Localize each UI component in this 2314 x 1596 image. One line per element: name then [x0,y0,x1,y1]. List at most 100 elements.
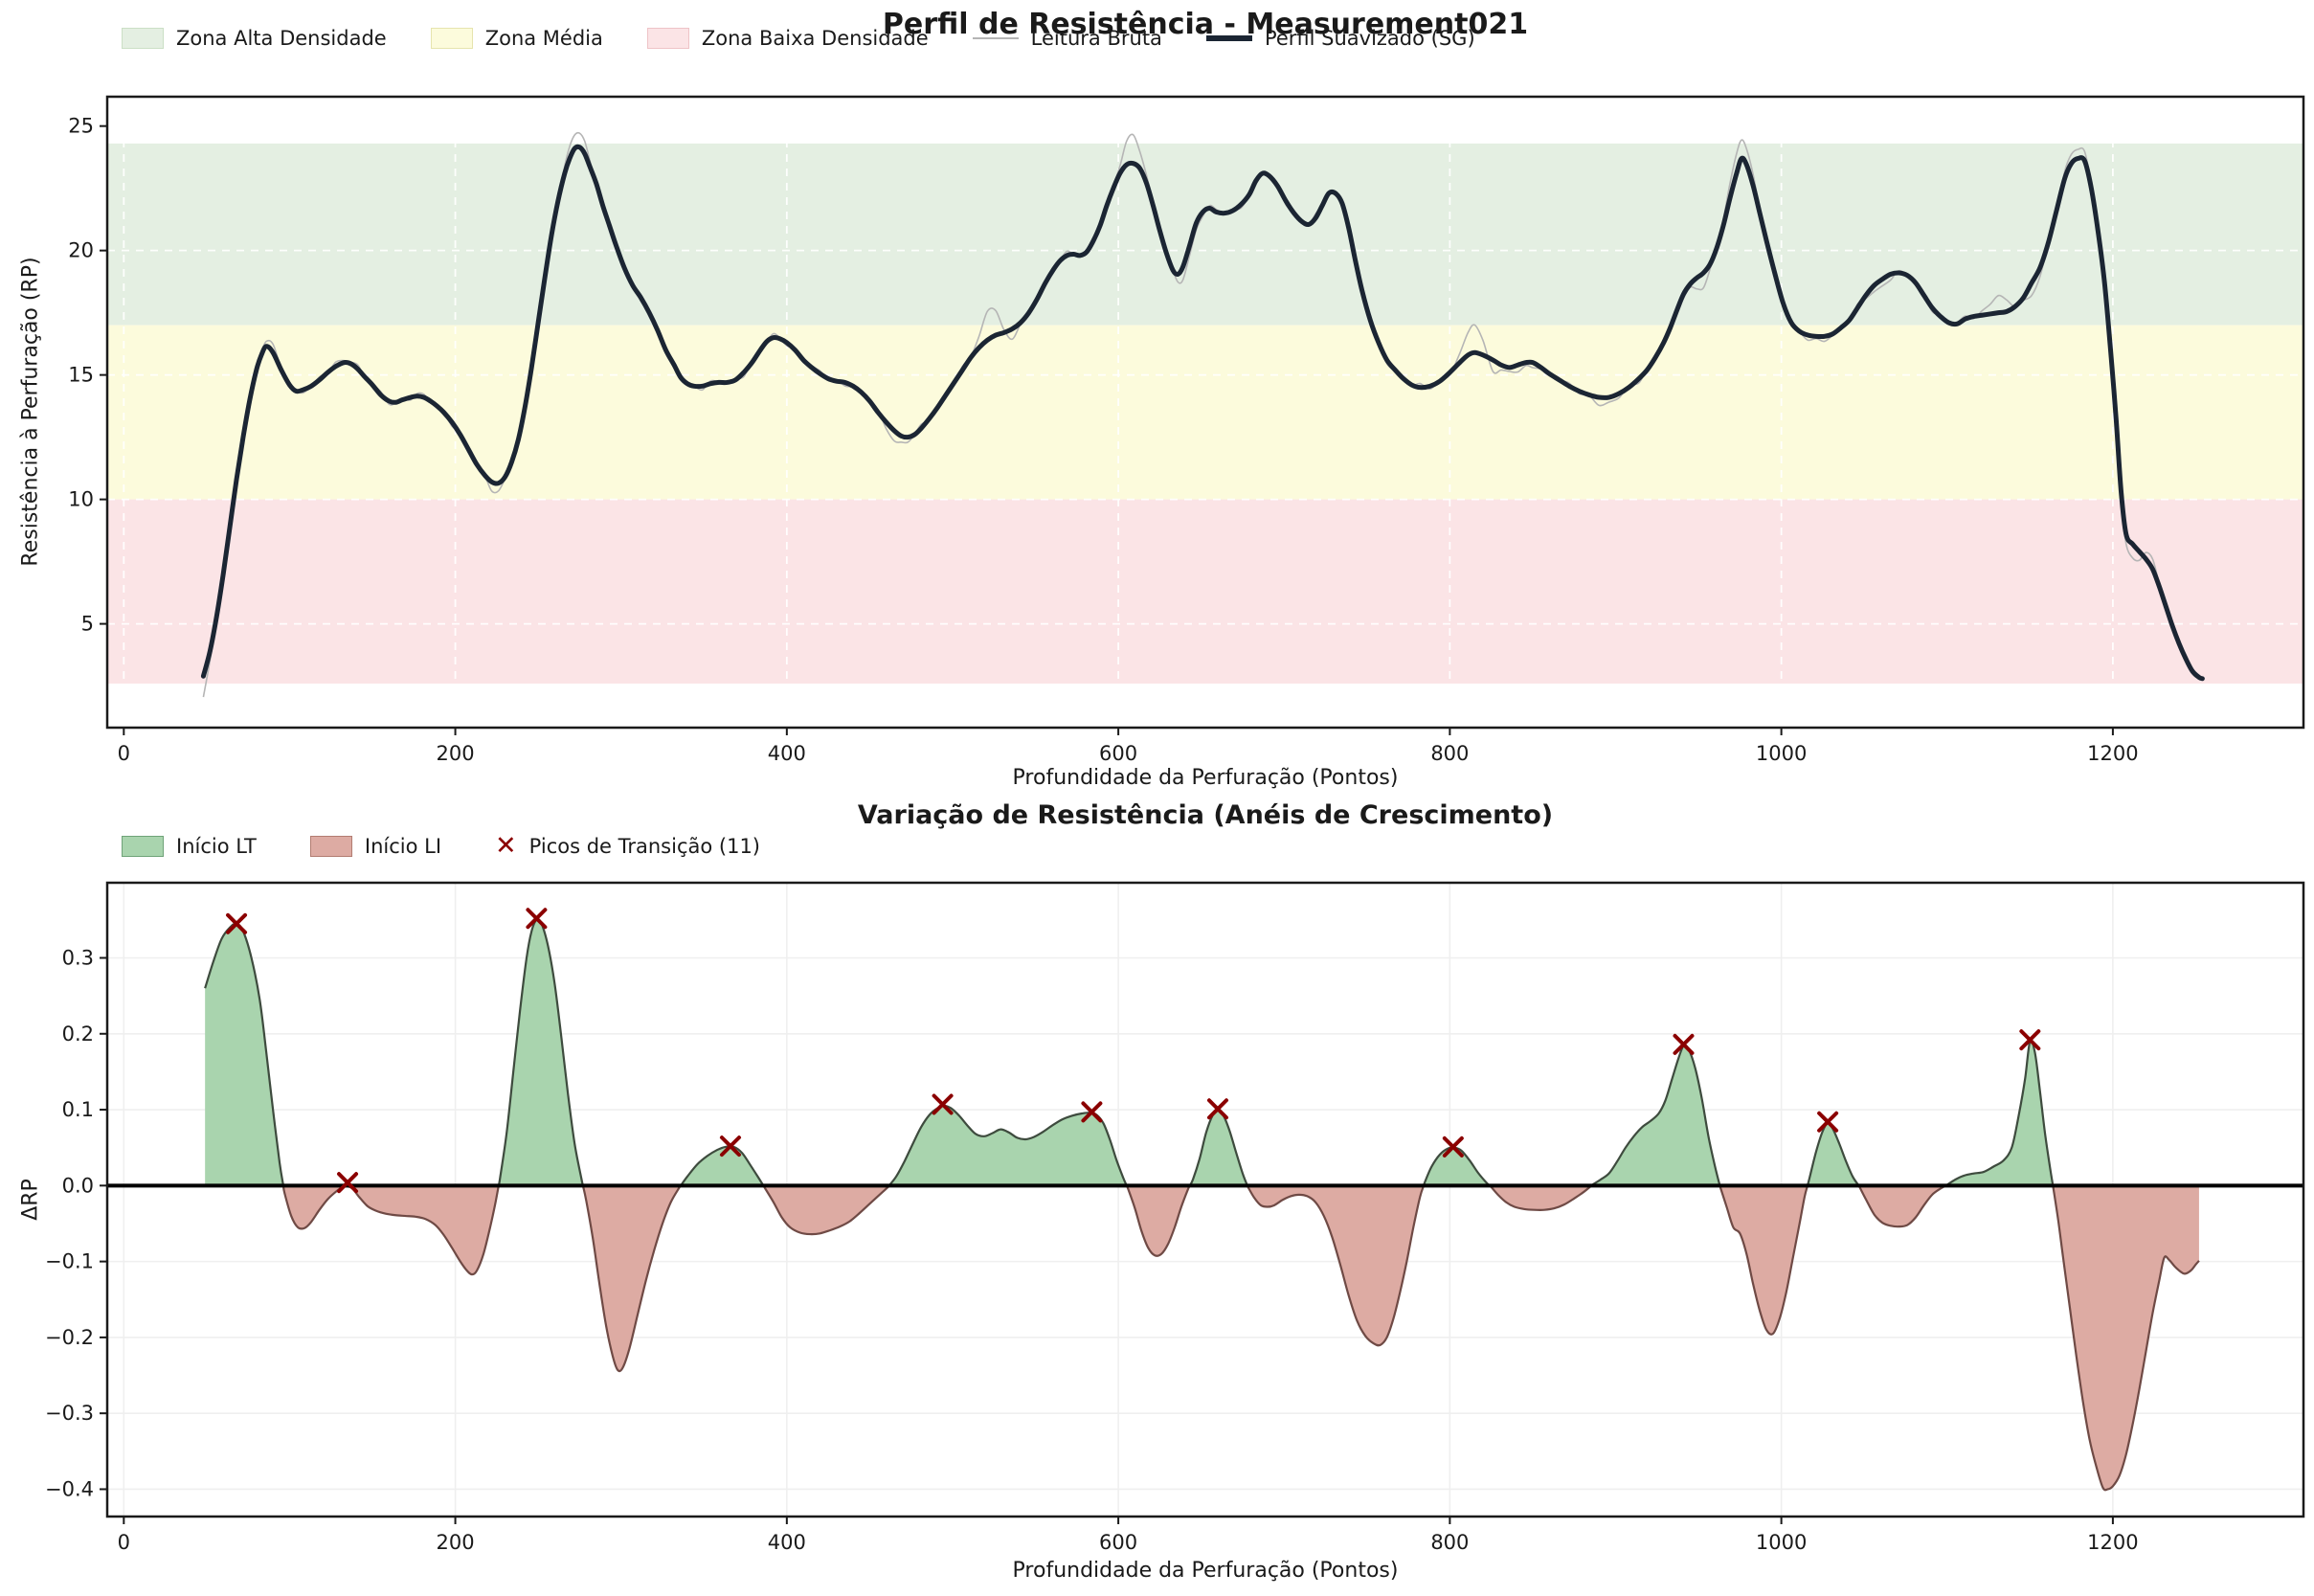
svg-text:15: 15 [68,364,94,387]
smoothed-line-swatch-icon [1205,35,1252,41]
chart1-gridlines [107,97,2303,728]
svg-text:1200: 1200 [2087,1531,2138,1554]
delta-line [1857,1183,1946,1228]
svg-text:−0.2: −0.2 [45,1326,94,1349]
svg-text:−0.3: −0.3 [45,1402,94,1425]
svg-text:800: 800 [1430,1531,1469,1554]
legend-item-zona-alta: Zona Alta Densidade [122,27,387,50]
transition-peak-markers [226,908,2041,1194]
negative-area [763,1185,889,1235]
negative-area [1126,1185,1190,1256]
chart2-title: Variação de Resistência (Anéis de Cresci… [857,800,1554,830]
svg-text:5: 5 [81,613,94,636]
legend-label: Zona Alta Densidade [176,27,387,50]
negative-area [582,1185,682,1372]
x-marker-icon: ✕ [495,831,517,861]
delta-line [281,1184,500,1276]
chart2-area-fills [204,918,2200,1492]
legend-label: Picos de Transição (11) [528,835,761,858]
chart2-legend: Início LT Início LI ✕ Picos de Transição … [122,831,761,861]
chart2-axes: 0 200 400 600 800 1000 1200 0.3 0.2 0.1 0.0 −0.1 −0.… [45,881,2305,1554]
positive-area [205,923,283,1186]
raw-line-swatch-icon [972,37,1019,39]
svg-text:0: 0 [118,1531,130,1554]
svg-text:0.0: 0.0 [62,1174,94,1197]
delta-line [1718,1183,1809,1336]
legend-item-leitura-bruta: Leitura Bruta [972,27,1162,50]
legend-label: Zona Baixa Densidade [701,27,929,50]
smoothed-profile-line [200,144,2205,682]
delta-line [2052,1182,2200,1492]
chart2-xlabel: Profundidade da Perfuração (Pontos) [1012,1559,1399,1583]
svg-text:600: 600 [1099,1531,1137,1554]
svg-text:200: 200 [437,1531,475,1554]
legend-label: Início LT [176,835,257,858]
zona-alta-swatch-icon [122,28,164,49]
legend-item-inicio-lt: Início LT [122,835,257,858]
negative-area [282,1185,499,1275]
svg-text:200: 200 [437,742,475,765]
chart1-axes: 0 200 400 600 800 1000 1200 5 10 15 20 25 [68,95,2305,765]
svg-text:−0.4: −0.4 [45,1477,94,1500]
delta-line [1125,1184,1191,1257]
positive-area [1189,1110,1247,1186]
chart1-zone-bands [107,143,2303,684]
legend-label: Leitura Bruta [1030,27,1162,50]
delta-line [581,1184,682,1373]
delta-line [204,922,285,1186]
legend-label: Início LI [364,835,442,858]
svg-text:1000: 1000 [1756,1531,1807,1554]
chart1-legend: Zona Alta Densidade Zona Média Zona Baix… [122,27,1475,50]
chart1-ticks: 0 200 400 600 800 1000 1200 5 10 15 20 25 [68,115,2138,765]
svg-text:400: 400 [768,1531,806,1554]
delta-line [1944,1039,2055,1187]
legend-item-perfil-suavizado: Perfil Suavizado (SG) [1205,27,1475,50]
negative-area [1247,1184,1425,1346]
legend-item-zona-media: Zona Média [430,27,603,50]
zone-band [107,499,2303,684]
x-marker-icon [337,1172,359,1194]
svg-text:10: 10 [68,488,94,511]
svg-text:1000: 1000 [1756,742,1807,765]
svg-text:20: 20 [68,239,94,262]
chart2-ticks: 0 200 400 600 800 1000 1200 0.3 0.2 0.1 0.0 −0.1 −0.… [45,946,2139,1554]
legend-item-inicio-li: Início LI [309,835,442,858]
delta-line [1590,1044,1721,1187]
x-marker-icon [1081,1101,1103,1123]
positive-area [681,1146,764,1186]
svg-text:25: 25 [68,115,94,138]
chart2-frame [105,881,2305,1518]
legend-label: Zona Média [484,27,603,50]
negative-area [1719,1184,1808,1335]
svg-text:800: 800 [1430,742,1469,765]
legend-label: Perfil Suavizado (SG) [1264,27,1475,50]
svg-text:0: 0 [118,742,130,765]
svg-text:400: 400 [768,742,806,765]
svg-text:0.2: 0.2 [62,1023,94,1045]
positive-area [498,919,583,1186]
positive-area [1591,1045,1720,1186]
inicio-li-swatch-icon [309,836,352,857]
x-marker-icon [1673,1033,1695,1055]
x-marker-icon [719,1135,741,1158]
x-marker-icon [1817,1111,1839,1133]
x-marker-icon [1206,1098,1228,1120]
x-marker-icon [1442,1135,1464,1158]
zone-band [107,325,2303,500]
zone-band [107,143,2303,326]
positive-area [888,1106,1127,1186]
x-marker-icon [2019,1029,2041,1051]
delta-line [1246,1183,1426,1347]
x-marker-icon [226,912,248,934]
legend-item-picos: ✕ Picos de Transição (11) [495,831,761,861]
svg-text:0.1: 0.1 [62,1098,94,1121]
zona-baixa-swatch-icon [646,28,689,49]
svg-text:−0.1: −0.1 [45,1250,94,1273]
x-marker-icon [932,1093,954,1115]
legend-item-zona-baixa: Zona Baixa Densidade [646,27,929,50]
delta-line [680,1145,765,1186]
inicio-lt-swatch-icon [122,836,164,857]
chart1-frame [105,95,2305,730]
